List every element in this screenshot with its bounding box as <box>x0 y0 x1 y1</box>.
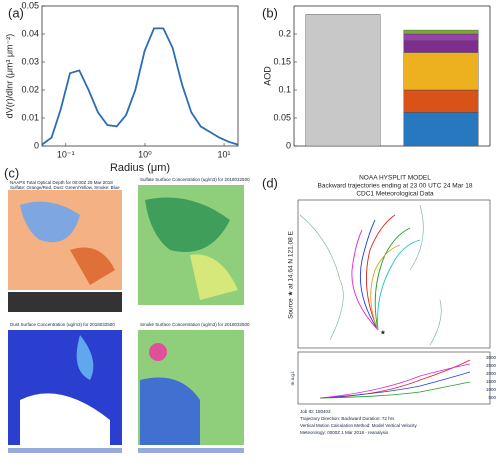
title: Backward trajectories ending at 23 00 UT… <box>318 183 473 190</box>
x-tick-label: 10⁻¹ <box>57 149 75 159</box>
map-title: Sulfate: Orange/Red, Dust: Green/Yellow,… <box>10 185 120 190</box>
map-legend <box>8 448 122 453</box>
height-traces <box>319 359 471 399</box>
bar-segment <box>403 29 479 35</box>
map-feature <box>76 335 94 380</box>
y-tick-label: 0.1 <box>278 84 291 94</box>
map-legend <box>8 292 122 312</box>
y-tick-label: 0.05 <box>273 112 291 122</box>
title: CDC1 Meteorological Data <box>356 191 434 198</box>
bar-segment <box>403 33 479 41</box>
height-axis-label: m a.g.l. <box>290 371 295 386</box>
map-title: NAAPS Total Optical Depth for 00:00Z 25 … <box>10 180 113 185</box>
panel-label: (b) <box>262 5 278 20</box>
height-tick: 3000 <box>486 355 497 360</box>
y-axis-label: AOD <box>262 66 272 86</box>
trajectories <box>351 214 421 331</box>
y-axis-label: dV(r)/dlnr (μm³ μm⁻²) <box>4 34 14 119</box>
height-tick: 2000 <box>486 371 497 376</box>
coastline <box>299 204 442 346</box>
panel-label: (d) <box>262 175 278 190</box>
map-feature <box>140 377 200 445</box>
bar-segment <box>403 52 479 91</box>
map-feature <box>149 343 167 361</box>
footer: Job ID: 180403 <box>300 409 331 414</box>
bar-segment <box>403 89 479 113</box>
source-label: Source ★ at 14.64 N 121.08 E <box>287 230 295 319</box>
footer: Trajectory Direction: Backward Duration:… <box>300 416 395 421</box>
data-line <box>41 27 239 146</box>
footer: Vertical Motion Calculation Method: Mode… <box>300 423 418 428</box>
y-tick-label: 0 <box>34 140 39 150</box>
map-legend <box>138 448 244 453</box>
plot-frame <box>293 5 491 147</box>
map-feature <box>145 197 230 252</box>
bar-segment <box>403 40 479 53</box>
height-tick: 2500 <box>486 363 497 368</box>
y-tick-label: 0.15 <box>273 56 291 66</box>
height-tick: 500 <box>488 395 496 400</box>
footer: Meteorology: 0000Z 1 Mar 2018 - reanalys… <box>300 430 389 435</box>
x-tick-label: 10⁰ <box>138 149 152 159</box>
map-title: Dust Surface Concentration (ug/m3) for 2… <box>10 322 115 327</box>
panel-label: (c) <box>4 165 19 180</box>
height-tick: 1500 <box>486 379 497 384</box>
y-tick-label: 0.05 <box>21 0 39 10</box>
map-feature <box>20 201 80 243</box>
bar-segment <box>305 14 381 147</box>
x-axis-label: Radius (μm) <box>110 162 170 174</box>
panel-label: (a) <box>8 5 24 20</box>
height-tick: 1000 <box>486 387 497 392</box>
map-feature <box>190 254 238 300</box>
trajectory-map <box>297 199 491 349</box>
y-tick-label: 0.04 <box>21 28 39 38</box>
map-feature <box>20 393 110 445</box>
panel-c-maps <box>8 185 244 453</box>
x-tick-label: 10¹ <box>218 149 231 159</box>
bar-segment <box>403 112 479 147</box>
source-marker: ★ <box>380 329 386 337</box>
height-panel <box>297 351 491 405</box>
y-tick-label: 0.2 <box>278 28 291 38</box>
map-title: Smoke Surface Concentration (ug/m3) for … <box>140 322 250 327</box>
plot-frame <box>41 5 239 147</box>
map-feature <box>70 247 115 285</box>
title: NOAA HYSPLIT MODEL <box>359 175 431 182</box>
y-tick-label: 0.02 <box>21 84 39 94</box>
y-tick-label: 0.01 <box>21 112 39 122</box>
y-tick-label: 0.03 <box>21 56 39 66</box>
map-title: Sulfate Surface Concentration (ug/m3) fo… <box>140 177 250 182</box>
y-tick-label: 0 <box>286 140 291 150</box>
